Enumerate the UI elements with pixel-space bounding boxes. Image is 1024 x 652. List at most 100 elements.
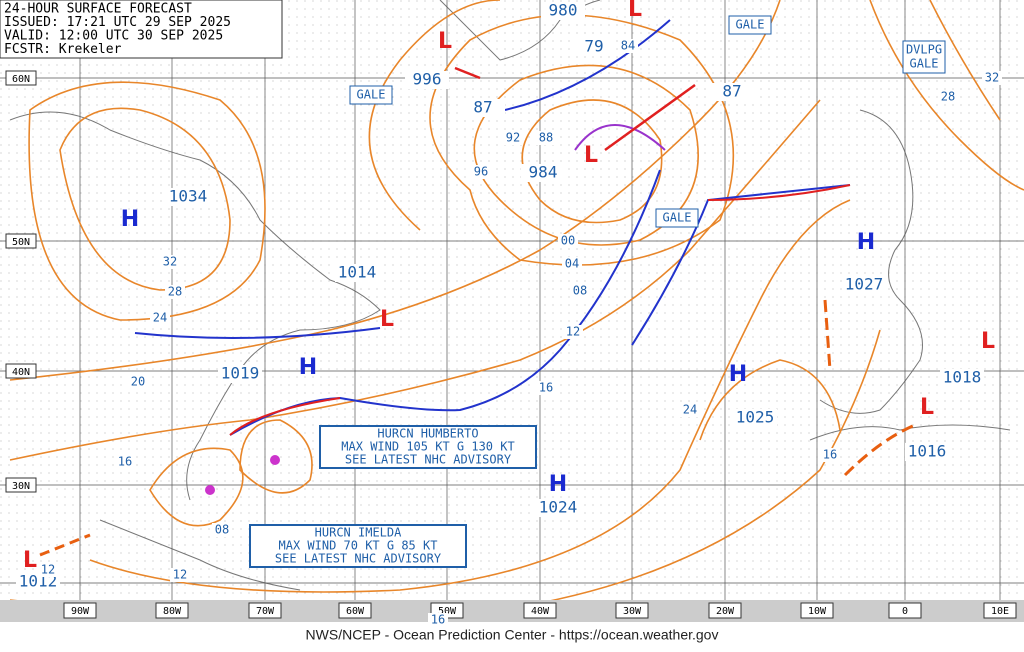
pressure-center: L	[438, 29, 452, 54]
isobar-label: 32	[985, 71, 999, 85]
pressure-center: L	[380, 307, 394, 332]
lon-box	[983, 602, 1017, 619]
hurricane-text: HURCN HUMBERTO	[377, 427, 478, 441]
pressure-label: 1018	[943, 368, 982, 387]
lon-label: 30W	[623, 606, 642, 617]
pressure-center: H	[121, 207, 139, 232]
isobar-label: 12	[566, 325, 580, 339]
footer: NWS/NCEP - Ocean Prediction Center - htt…	[306, 627, 719, 643]
isobar-label-bg	[503, 131, 523, 145]
pressure-bg	[940, 369, 984, 387]
isobar-label: 92	[506, 131, 520, 145]
isobar-label-bg	[170, 568, 190, 582]
lon-box	[338, 602, 372, 619]
isobar-label-bg	[570, 284, 590, 298]
isobar-label-bg	[115, 455, 135, 469]
isobar-label: 32	[163, 255, 177, 269]
lat-box	[5, 477, 37, 493]
isobar-label-bg	[428, 613, 448, 627]
pressure-bg	[842, 276, 886, 294]
isobar-label-bg	[820, 448, 840, 462]
lon-label: 80W	[163, 606, 182, 617]
isobar-label-bg	[562, 257, 582, 271]
pressure-center: L	[584, 143, 598, 168]
lat-box	[5, 70, 37, 86]
isobar-label: 84	[621, 39, 635, 53]
hurricane-text: SEE LATEST NHC ADVISORY	[345, 453, 512, 467]
pressure-label: 1014	[338, 263, 377, 282]
pressure-bg	[572, 38, 616, 56]
isobar-label-bg	[618, 39, 638, 53]
pressure-label: 1016	[908, 442, 947, 461]
lat-box	[5, 363, 37, 379]
lat-box	[5, 233, 37, 249]
lon-box	[248, 602, 282, 619]
isobar-label-bg	[938, 90, 958, 104]
pressure-bg	[710, 83, 754, 101]
warning-text: GALE	[663, 211, 692, 225]
lon-box	[708, 602, 742, 619]
isobar-label: 16	[118, 455, 132, 469]
header-line: ISSUED: 17:21 UTC 29 SEP 2025	[4, 15, 231, 30]
header-box	[0, 0, 283, 59]
lon-label: 40W	[531, 606, 550, 617]
isobar-label: 24	[153, 311, 167, 325]
pressure-label: 1024	[539, 498, 578, 517]
isobar-label: 88	[539, 131, 553, 145]
pressure-label: 1019	[221, 364, 260, 383]
pressure-bg	[521, 164, 565, 182]
isobar-label: 96	[474, 165, 488, 179]
lat-label: 50N	[12, 237, 30, 248]
isobar-label-bg	[982, 71, 1002, 85]
lon-box	[155, 602, 189, 619]
lon-label: 60W	[346, 606, 365, 617]
lon-strip	[0, 600, 1024, 622]
hurricane-text: MAX WIND 105 KT G 130 KT	[341, 440, 514, 454]
lat-label: 60N	[12, 74, 30, 85]
isobar-label: 24	[683, 403, 697, 417]
pressure-bg	[536, 499, 580, 517]
warning-box	[728, 15, 772, 35]
pressure-center: L	[23, 548, 37, 573]
pressure-center: L	[920, 395, 934, 420]
isobar-label-bg	[150, 311, 170, 325]
hurricane-text: HURCN IMELDA	[315, 526, 402, 540]
isobar-label: 12	[41, 563, 55, 577]
pressure-bg	[16, 573, 60, 591]
pressure-center: H	[857, 230, 875, 255]
isobar-label-bg	[536, 381, 556, 395]
isobar-label-bg	[471, 165, 491, 179]
isobar-label: 28	[168, 285, 182, 299]
warning-text: DVLPG	[906, 43, 942, 57]
lon-box	[800, 602, 834, 619]
isobar-label: 08	[573, 284, 587, 298]
isobar-label-bg	[38, 563, 58, 577]
isobar-label-bg	[165, 285, 185, 299]
pressure-label: 1025	[736, 408, 775, 427]
lat-label: 40N	[12, 367, 30, 378]
pressure-bg	[541, 2, 585, 20]
pressure-bg	[405, 71, 449, 89]
warning-text: GALE	[910, 57, 939, 71]
isobar-label-bg	[558, 234, 578, 248]
hurricane-box	[319, 425, 537, 469]
pressure-center: L	[628, 0, 642, 22]
isobar-label-bg	[128, 375, 148, 389]
pressure-label: 79	[584, 37, 603, 56]
pressure-bg	[335, 264, 379, 282]
lon-box	[615, 602, 649, 619]
isobar-label: 08	[215, 523, 229, 537]
isobar-label: 00	[561, 234, 575, 248]
pressure-center: H	[299, 355, 317, 380]
isobar-label: 16	[539, 381, 553, 395]
pressure-bg	[166, 188, 210, 206]
fronts	[39, 19, 916, 557]
pressure-label: 87	[473, 98, 492, 117]
isobar-label-bg	[680, 403, 700, 417]
lon-label: 10W	[808, 606, 827, 617]
warning-text: GALE	[736, 18, 765, 32]
hurricane-box	[249, 524, 467, 568]
lon-label: 70W	[256, 606, 275, 617]
warning-text: GALE	[357, 88, 386, 102]
warning-box	[349, 85, 393, 105]
